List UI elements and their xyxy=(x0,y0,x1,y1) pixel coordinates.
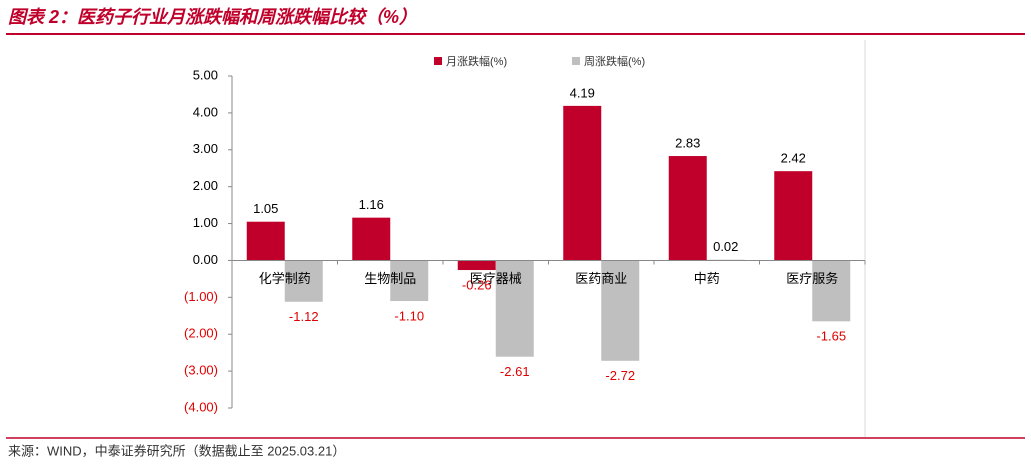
x-tick-label: 医疗器械 xyxy=(470,271,522,286)
legend-swatch xyxy=(434,57,442,65)
data-label: -1.12 xyxy=(289,309,319,324)
legend-label: 月涨跌幅(%) xyxy=(446,54,507,68)
x-tick-label: 中药 xyxy=(694,271,720,286)
y-tick-label: (3.00) xyxy=(184,363,218,378)
bar xyxy=(457,260,496,271)
bar xyxy=(812,260,851,322)
x-tick-label: 生物制品 xyxy=(364,271,416,286)
data-label: -2.61 xyxy=(500,364,530,379)
y-tick-label: 3.00 xyxy=(193,141,218,156)
legend-swatch xyxy=(572,57,580,65)
legend-label: 周涨跌幅(%) xyxy=(584,54,645,68)
bar xyxy=(390,260,429,302)
bar xyxy=(774,171,813,261)
data-label: -2.72 xyxy=(605,368,635,383)
data-label: -1.10 xyxy=(394,308,424,323)
y-tick-label: 0.00 xyxy=(193,252,218,267)
y-tick-label: 2.00 xyxy=(193,178,218,193)
data-label: 2.83 xyxy=(675,135,700,150)
x-tick-label: 医疗服务 xyxy=(786,271,838,286)
source-note: 来源：WIND，中泰证券研究所（数据截止至 2025.03.21） xyxy=(8,443,345,458)
data-label: 1.16 xyxy=(359,197,384,212)
data-label: 2.42 xyxy=(781,151,806,166)
y-tick-label: 5.00 xyxy=(193,67,218,82)
bar xyxy=(284,260,323,302)
data-label: 4.19 xyxy=(570,85,595,100)
bar xyxy=(246,221,285,261)
data-label: 1.05 xyxy=(253,201,278,216)
y-tick-label: (1.00) xyxy=(184,289,218,304)
data-label: -1.65 xyxy=(816,329,846,344)
bar xyxy=(668,156,707,261)
bar xyxy=(563,105,602,261)
y-tick-label: (2.00) xyxy=(184,326,218,341)
bar xyxy=(352,217,391,261)
chart-title: 图表 2：医药子行业月涨跌幅和周涨跌幅比较（%） xyxy=(8,7,417,27)
y-tick-label: (4.00) xyxy=(184,399,218,414)
x-tick-label: 化学制药 xyxy=(259,271,311,286)
data-label: 0.02 xyxy=(713,239,738,254)
bar xyxy=(495,260,534,357)
data-label: -0.26 xyxy=(462,277,492,292)
y-tick-label: 1.00 xyxy=(193,215,218,230)
bar xyxy=(601,260,640,361)
y-tick-label: 4.00 xyxy=(193,104,218,119)
x-tick-label: 医药商业 xyxy=(575,271,627,286)
